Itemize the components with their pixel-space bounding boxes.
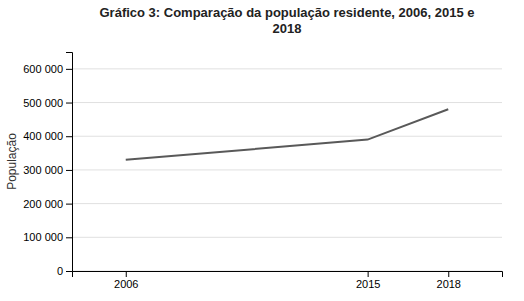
y-tick: 400 000 xyxy=(23,130,72,142)
y-tick: 100 000 xyxy=(23,231,72,243)
y-tick-label: 300 000 xyxy=(23,164,63,176)
x-tick-mark xyxy=(368,271,369,277)
y-tick-label: 0 xyxy=(57,265,63,277)
y-tick-mark xyxy=(66,271,72,272)
x-tick-mark xyxy=(126,271,127,277)
x-axis-line xyxy=(73,272,503,278)
chart: 0 100 000 200 000 300 000 400 000 500 000 600 … xyxy=(0,0,524,301)
y-axis-line xyxy=(66,53,73,272)
y-tick-mark xyxy=(66,103,72,104)
y-tick: 200 000 xyxy=(23,198,72,210)
x-tick-label: 2006 xyxy=(114,278,138,290)
line xyxy=(126,109,449,160)
y-tick-label: 400 000 xyxy=(23,130,63,142)
y-tick-mark xyxy=(66,237,72,238)
y-tick-mark xyxy=(66,69,72,70)
y-tick-label: 500 000 xyxy=(23,97,63,109)
y-tick: 600 000 xyxy=(23,63,72,75)
y-tick-mark xyxy=(66,136,72,137)
y-tick-label: 600 000 xyxy=(23,63,63,75)
x-tick-label: 2015 xyxy=(356,278,380,290)
y-tick: 300 000 xyxy=(23,164,72,176)
x-tick: 2006 xyxy=(114,271,138,290)
x-tick: 2018 xyxy=(437,271,461,290)
x-axis: 2006 2015 2018 xyxy=(73,271,503,290)
y-tick-label: 200 000 xyxy=(23,198,63,210)
x-tick: 2015 xyxy=(356,271,380,290)
y-axis-title: População xyxy=(5,133,19,190)
marks xyxy=(126,109,449,160)
y-tick-mark xyxy=(66,170,72,171)
y-tick: 0 xyxy=(57,265,72,277)
y-tick-label: 100 000 xyxy=(23,231,63,243)
grid-line xyxy=(72,102,502,103)
grid-line xyxy=(72,136,502,137)
plot: 0 100 000 200 000 300 000 400 000 500 000 600 … xyxy=(23,53,502,290)
y-tick: 500 000 xyxy=(23,97,72,109)
grid-line xyxy=(72,237,502,238)
grid-line xyxy=(72,68,502,69)
grid xyxy=(72,69,502,271)
y-axis: 0 100 000 200 000 300 000 400 000 500 000 600 … xyxy=(23,53,72,278)
grid-line xyxy=(72,203,502,204)
grid-line xyxy=(72,169,502,170)
y-tick-mark xyxy=(66,204,72,205)
chart-container: 0 100 000 200 000 300 000 400 000 500 000 600 … xyxy=(0,0,524,301)
title: Gráfico 3: Comparação da população resid… xyxy=(100,5,475,36)
x-tick-mark xyxy=(448,271,449,277)
x-tick-label: 2018 xyxy=(437,278,461,290)
